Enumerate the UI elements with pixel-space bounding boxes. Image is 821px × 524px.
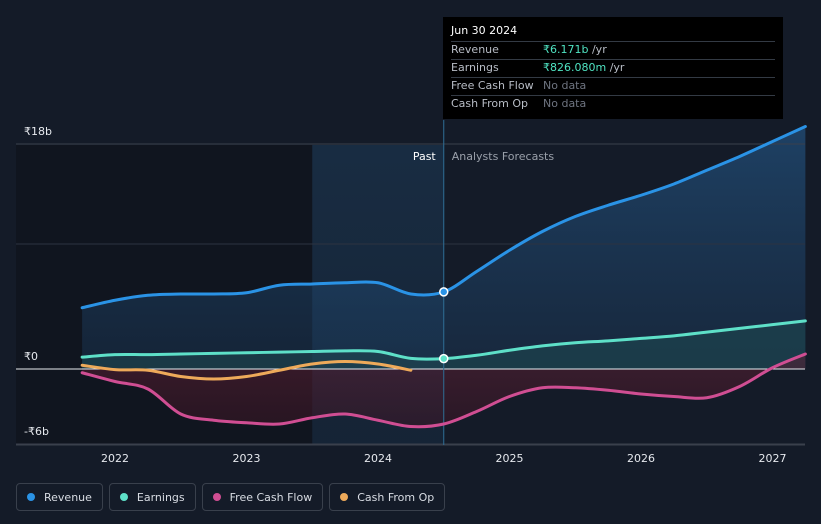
tooltip-unit: /yr — [588, 43, 607, 56]
tooltip-row-free-cash-flow: Free Cash Flow No data — [451, 78, 775, 96]
free-cash-flow-line — [80, 352, 807, 429]
tooltip-row-revenue: Revenue ₹6.171b /yr — [451, 42, 775, 60]
revenue-marker — [439, 287, 449, 297]
tooltip-label: Earnings — [451, 61, 499, 74]
cash-from-op-dot-icon — [340, 493, 349, 501]
cash-from-op-line — [80, 359, 413, 381]
x-tick-label: 2023 — [233, 452, 261, 465]
tooltip-row-cash-from-op: Cash From Op No data — [451, 96, 775, 113]
revenue-dot-icon — [27, 493, 35, 501]
tooltip-row-earnings: Earnings ₹826.080m /yr — [451, 60, 775, 78]
y-tick-label: ₹0 — [24, 350, 38, 363]
legend-label: Earnings — [136, 490, 185, 504]
x-tick-label: 2026 — [627, 452, 655, 465]
tooltip-label: Cash From Op — [451, 97, 529, 110]
legend-label: Cash From Op — [357, 490, 435, 504]
tooltip-value: No data — [543, 97, 587, 110]
earnings-dot-icon — [119, 493, 128, 501]
x-tick-label: 2024 — [364, 452, 392, 465]
legend-item-earnings[interactable]: Earnings — [108, 483, 196, 511]
past-label: Past — [413, 150, 437, 163]
x-tick-label: 2025 — [496, 452, 524, 465]
forecast-label: Analysts Forecasts — [452, 150, 555, 163]
earnings-area — [82, 320, 806, 369]
tooltip-value: ₹6.171b — [543, 43, 589, 56]
tooltip-label: Free Cash Flow — [451, 79, 534, 92]
y-tick-label: ₹18b — [24, 125, 52, 138]
legend-item-cash-from-op[interactable]: Cash From Op — [329, 483, 446, 511]
chart-legend: Revenue Earnings Free Cash Flow Cash Fro… — [16, 483, 446, 511]
x-tick-label: 2022 — [101, 452, 129, 465]
legend-item-free-cash-flow[interactable]: Free Cash Flow — [201, 483, 324, 511]
tooltip-value: No data — [543, 79, 587, 92]
earnings-marker — [439, 353, 449, 364]
tooltip-unit: /yr — [606, 61, 625, 74]
tooltip-value: ₹826.080m — [543, 61, 607, 74]
free-cash-flow-dot-icon — [212, 493, 221, 501]
tooltip-panel: Jun 30 2024 Revenue ₹6.171b /yr Earnings… — [443, 17, 783, 119]
revenue-area — [82, 126, 806, 369]
tooltip-label: Revenue — [451, 43, 499, 56]
legend-label: Free Cash Flow — [229, 490, 313, 504]
legend-label: Revenue — [44, 490, 92, 504]
x-tick-label: 2027 — [759, 452, 787, 465]
y-tick-label: -₹6b — [24, 425, 49, 438]
legend-item-revenue[interactable]: Revenue — [16, 483, 103, 511]
tooltip-date: Jun 30 2024 — [451, 23, 775, 42]
